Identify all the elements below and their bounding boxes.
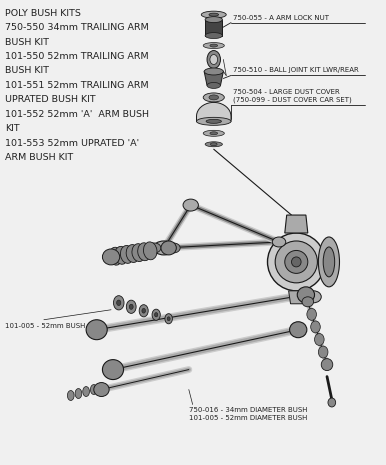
Ellipse shape	[207, 82, 220, 88]
Ellipse shape	[203, 43, 224, 48]
Ellipse shape	[206, 120, 222, 123]
Ellipse shape	[210, 54, 218, 65]
Ellipse shape	[138, 243, 151, 261]
Text: 750-510 - BALL JOINT KIT LWR/REAR: 750-510 - BALL JOINT KIT LWR/REAR	[233, 67, 359, 73]
Ellipse shape	[315, 333, 324, 345]
Ellipse shape	[201, 11, 226, 18]
Ellipse shape	[139, 305, 148, 317]
Ellipse shape	[144, 242, 157, 260]
Text: ARM BUSH KIT: ARM BUSH KIT	[5, 153, 74, 162]
Ellipse shape	[272, 237, 286, 247]
Ellipse shape	[210, 143, 217, 146]
Ellipse shape	[267, 233, 325, 291]
Ellipse shape	[126, 245, 140, 262]
Text: 750-055 - A ARM LOCK NUT: 750-055 - A ARM LOCK NUT	[233, 14, 329, 20]
Ellipse shape	[297, 287, 315, 303]
Ellipse shape	[126, 300, 136, 313]
Ellipse shape	[167, 317, 170, 321]
Ellipse shape	[196, 117, 231, 126]
Ellipse shape	[132, 244, 146, 261]
Ellipse shape	[302, 297, 313, 307]
Ellipse shape	[205, 33, 222, 39]
Ellipse shape	[323, 247, 335, 277]
Text: 101-553 52mm UPRATED 'A': 101-553 52mm UPRATED 'A'	[5, 139, 140, 148]
Ellipse shape	[102, 359, 124, 379]
Ellipse shape	[210, 44, 218, 47]
Ellipse shape	[109, 247, 122, 265]
Ellipse shape	[307, 308, 317, 320]
Ellipse shape	[209, 95, 218, 100]
Ellipse shape	[291, 257, 301, 267]
Ellipse shape	[147, 243, 161, 253]
Text: 101-552 52mm 'A'  ARM BUSH: 101-552 52mm 'A' ARM BUSH	[5, 110, 149, 119]
Ellipse shape	[86, 320, 107, 339]
Polygon shape	[204, 72, 223, 86]
Ellipse shape	[120, 246, 134, 263]
Ellipse shape	[115, 246, 128, 264]
Ellipse shape	[311, 321, 320, 333]
Ellipse shape	[129, 304, 133, 309]
Ellipse shape	[94, 383, 109, 397]
Ellipse shape	[161, 241, 176, 255]
Ellipse shape	[83, 386, 90, 397]
Text: 101-550 52mm TRAILING ARM: 101-550 52mm TRAILING ARM	[5, 52, 149, 61]
Ellipse shape	[321, 359, 333, 371]
Ellipse shape	[183, 199, 198, 211]
Ellipse shape	[117, 300, 121, 306]
Ellipse shape	[205, 142, 222, 147]
Text: BUSH KIT: BUSH KIT	[5, 66, 49, 75]
Ellipse shape	[207, 51, 220, 68]
Ellipse shape	[204, 68, 223, 75]
Ellipse shape	[306, 291, 321, 303]
Ellipse shape	[328, 398, 336, 407]
Text: 101-005 - 52mm BUSH: 101-005 - 52mm BUSH	[5, 323, 86, 329]
Polygon shape	[289, 291, 304, 304]
Ellipse shape	[90, 385, 97, 394]
Ellipse shape	[318, 237, 339, 287]
Ellipse shape	[102, 249, 120, 265]
Text: KIT: KIT	[5, 124, 20, 133]
Ellipse shape	[113, 296, 124, 310]
Bar	[205, 20, 222, 36]
Text: 750-550 34mm TRAILING ARM: 750-550 34mm TRAILING ARM	[5, 23, 149, 32]
Polygon shape	[196, 102, 231, 121]
Ellipse shape	[165, 314, 173, 324]
Ellipse shape	[318, 346, 328, 358]
Ellipse shape	[290, 322, 307, 338]
Text: UPRATED BUSH KIT: UPRATED BUSH KIT	[5, 95, 96, 105]
Ellipse shape	[285, 251, 308, 273]
Ellipse shape	[154, 312, 158, 317]
Ellipse shape	[275, 241, 317, 283]
Ellipse shape	[75, 389, 82, 399]
Text: 750-016 - 34mm DIAMETER BUSH
101-005 - 52mm DIAMETER BUSH: 750-016 - 34mm DIAMETER BUSH 101-005 - 5…	[189, 407, 307, 421]
Ellipse shape	[203, 93, 224, 102]
Ellipse shape	[203, 130, 224, 136]
Ellipse shape	[68, 391, 74, 400]
Ellipse shape	[209, 13, 218, 16]
Text: 750-504 - LARGE DUST COVER
(750-099 - DUST COVER CAR SET): 750-504 - LARGE DUST COVER (750-099 - DU…	[233, 89, 352, 103]
Ellipse shape	[167, 243, 180, 253]
Ellipse shape	[152, 309, 160, 320]
Ellipse shape	[153, 241, 174, 255]
Text: BUSH KIT: BUSH KIT	[5, 38, 49, 46]
Ellipse shape	[205, 17, 222, 23]
Text: 101-551 52mm TRAILING ARM: 101-551 52mm TRAILING ARM	[5, 81, 149, 90]
Text: POLY BUSH KITS: POLY BUSH KITS	[5, 9, 81, 18]
Ellipse shape	[142, 308, 146, 313]
Polygon shape	[285, 215, 308, 233]
Ellipse shape	[210, 132, 218, 135]
